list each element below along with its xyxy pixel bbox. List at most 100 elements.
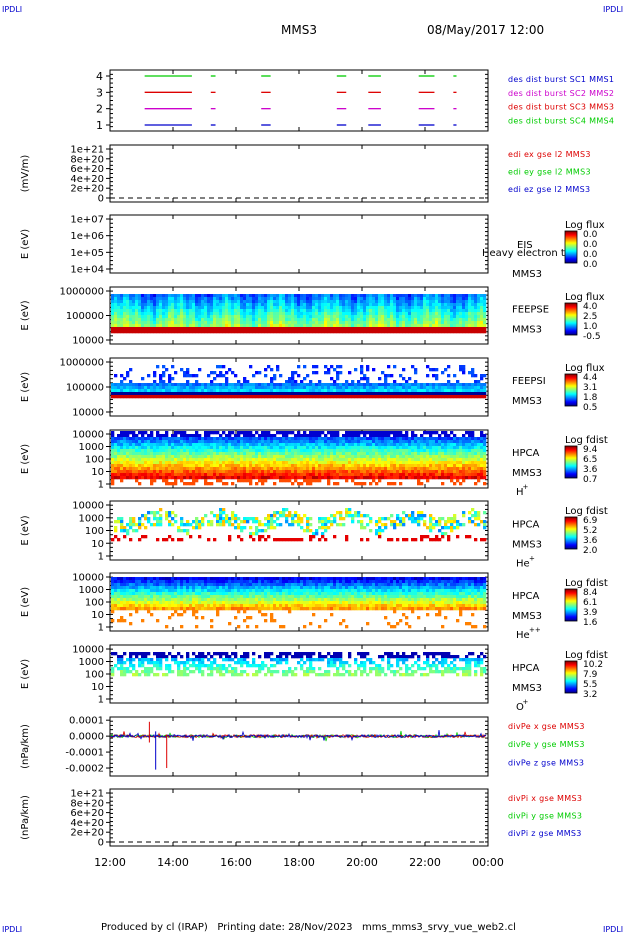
feepse-cell <box>210 330 214 334</box>
feepsi-cell <box>150 389 154 393</box>
feepsi-cell <box>114 374 118 378</box>
feepse-cell <box>141 321 145 325</box>
feepse-cell <box>480 324 484 328</box>
feepsi-cell <box>408 392 412 396</box>
hpca_h-cell <box>450 446 454 450</box>
feepse-cell <box>267 297 271 301</box>
feepsi-cell <box>294 389 298 393</box>
hpca_h-colorbar-tick: 6.5 <box>583 455 597 465</box>
feepsi-cell <box>123 395 127 399</box>
feepse-cell <box>180 309 184 313</box>
hpca_h-cell <box>330 443 334 447</box>
feepse-cell <box>426 330 430 334</box>
feepse-cell <box>471 303 475 307</box>
feepse-cell <box>198 300 202 304</box>
feepse-cell <box>234 321 238 325</box>
eis-frame <box>109 214 489 274</box>
feepse-cell <box>366 300 370 304</box>
hpca_h-cell <box>444 440 448 444</box>
feepse-cell <box>480 312 484 316</box>
hpca_h-cell <box>150 446 154 450</box>
feepse-cell <box>309 330 313 334</box>
hpca_h-cell <box>117 461 121 465</box>
hpca_h-cell <box>342 434 346 438</box>
hpca_h-cell <box>375 431 379 435</box>
feepsi-cell <box>255 371 259 375</box>
hpca_h-cell <box>264 446 268 450</box>
feepsi-cell <box>360 395 364 399</box>
hpca_h-cell <box>213 470 217 474</box>
hpca_h-cell <box>291 446 295 450</box>
feepse-cell <box>210 300 214 304</box>
feepse-cell <box>375 294 379 298</box>
feepse-cell <box>387 315 391 319</box>
feepsi-cell <box>174 395 178 399</box>
feepse-cell <box>264 312 268 316</box>
feepse-cell <box>312 306 316 310</box>
hpca_h-cell <box>114 446 118 450</box>
hpca_he-cell <box>120 517 124 521</box>
hpca_he-cell <box>114 526 118 530</box>
hpca_h-cell <box>426 461 430 465</box>
feepse-cell <box>165 303 169 307</box>
hpca_h-cell <box>420 467 424 471</box>
hpca_he-cell <box>159 514 163 518</box>
feepse-cell <box>270 297 274 301</box>
hpca_h-cell <box>339 473 343 477</box>
feepse-cell <box>279 321 283 325</box>
hpca_h-cell <box>159 470 163 474</box>
feepse-cell <box>195 321 199 325</box>
feepse-cell <box>180 315 184 319</box>
feepse-cell <box>306 312 310 316</box>
feepsi-cell <box>204 389 208 393</box>
feepse-cell <box>354 306 358 310</box>
feepse-cell <box>399 306 403 310</box>
hpca_h-cell <box>183 476 187 480</box>
feepse-cell <box>351 300 355 304</box>
feepsi-cell <box>309 392 313 396</box>
hpca_h-cell <box>165 446 169 450</box>
feepse-cell <box>321 300 325 304</box>
feepse-cell <box>375 330 379 334</box>
hpca_h-cell <box>174 482 178 486</box>
hpca_h-cell <box>249 446 253 450</box>
hpca_h-cell <box>363 452 367 456</box>
feepse-cell <box>420 309 424 313</box>
feepse-cell <box>381 297 385 301</box>
hpca_h-cell <box>117 437 121 441</box>
hpca_h-cell <box>474 458 478 462</box>
feepsi-cell <box>411 365 415 369</box>
hpca_h-cell <box>159 467 163 471</box>
feepse-cell <box>369 327 373 331</box>
feepse-cell <box>318 318 322 322</box>
feepse-cell <box>459 330 463 334</box>
hpca_he-cell <box>120 520 124 524</box>
hpca_h-cell <box>192 473 196 477</box>
feepse-cell <box>294 324 298 328</box>
hpca_h-cell <box>168 452 172 456</box>
feepse-cell <box>162 300 166 304</box>
feepse-cell <box>255 315 259 319</box>
hpca_h-cell <box>309 479 313 483</box>
hpca_h-cell <box>468 446 472 450</box>
hpca_h-cell <box>165 455 169 459</box>
hpca_h-cell <box>159 464 163 468</box>
hpca_h-cell <box>462 461 466 465</box>
feepse-colorbar-tick: 4.0 <box>583 302 598 312</box>
hpca_h-cell <box>276 437 280 441</box>
feepse-cell <box>318 321 322 325</box>
feepsi-cell <box>402 392 406 396</box>
hpca_h-cell <box>399 437 403 441</box>
feepsi-cell <box>405 383 409 387</box>
hpca_h-cell <box>138 467 142 471</box>
hpca_h-cell <box>150 431 154 435</box>
hpca_h-cell <box>354 470 358 474</box>
feepsi-cell <box>159 392 163 396</box>
feepse-cell <box>126 330 130 334</box>
hpca_h-cell <box>186 476 190 480</box>
feepse-cell <box>468 306 472 310</box>
hpca_h-cell <box>243 446 247 450</box>
hpca_h-cell <box>471 431 475 435</box>
hpca_h-cell <box>399 470 403 474</box>
feepse-cell <box>309 300 313 304</box>
